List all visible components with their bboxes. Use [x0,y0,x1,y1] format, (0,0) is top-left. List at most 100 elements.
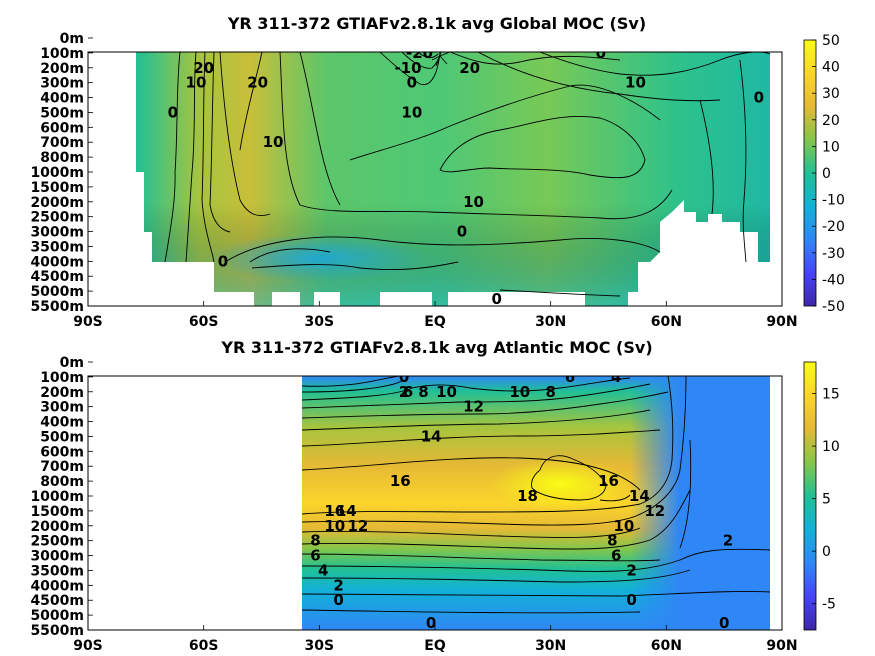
colorbar-tick-label: 50 [822,33,840,49]
global-moc-x-axis: 90S 60S 30S EQ 30N 60N 90N [73,301,798,330]
contour-label: 12 [347,517,368,535]
contour-label: 12 [644,502,665,520]
global-moc-surface-minimum [360,52,490,86]
contour-label: 8 [310,532,320,550]
y-tick-label: 2000m [30,519,84,535]
y-tick-label: 5000m [30,608,84,624]
contour-label: 20 [247,74,268,92]
contour-label: 0 [491,290,501,308]
y-tick-label: 4500m [30,593,84,609]
atlantic-moc-colorbar-bar [803,361,817,631]
x-tick-label: 30N [535,314,566,330]
y-tick-label: 3000m [30,549,84,565]
contour-label: 14 [629,487,650,505]
colorbar-tick-label: 40 [822,60,840,76]
y-tick-label: 300m [40,76,84,92]
contour-label: 20 [193,59,214,77]
colorbar-tick-label: 30 [822,86,840,102]
y-tick-label: 600m [40,444,84,460]
contour-label: 10 [401,103,422,121]
y-tick-label: 3500m [30,239,84,255]
x-tick-label: 60S [189,638,219,654]
contour-label: 18 [517,487,538,505]
atlantic-moc-colorbar-ticks: 15 10 5 0 -5 [812,387,840,613]
contour-label: 0 [626,591,636,609]
y-tick-label: 800m [40,474,84,490]
x-tick-label: 90N [766,314,797,330]
y-tick-label: 0m [60,355,84,371]
contour-label: 0 [399,368,409,386]
x-tick-label: 30S [305,314,335,330]
contour-label: 10 [509,383,530,401]
contour-label: 2 [399,383,409,401]
atlantic-moc-panel: YR 311-372 GTIAFv2.8.1k avg Atlantic MOC… [30,338,839,654]
y-tick-label: 3500m [30,563,84,579]
contour-label: 0 [754,89,764,107]
y-tick-label: 500m [40,429,84,445]
y-tick-label: 4000m [30,254,84,270]
contour-label: 0 [333,591,343,609]
contour-label: 4 [611,368,621,386]
global-moc-deep-cell [210,234,430,282]
global-moc-contours [164,52,771,297]
contour-label: 10 [263,133,284,151]
colorbar-tick-label: -30 [822,246,845,262]
x-tick-label: 60N [651,638,682,654]
y-tick-label: 1000m [30,489,84,505]
contour-label: 6 [611,547,621,565]
global-moc-panel: YR 311-372 GTIAFv2.8.1k avg Global MOC (… [30,14,844,330]
contour-label: 10 [463,193,484,211]
atlantic-moc-contours [301,376,771,614]
x-tick-label: 90S [73,314,103,330]
contour-label: 4 [318,561,328,579]
y-tick-label: 5500m [30,299,84,315]
contour-label: 2 [723,532,733,550]
atlantic-moc-contour-labels: 026 8 10 10 86 412141618161412108621614121086… [310,368,733,632]
contour-label: 10 [186,74,207,92]
y-tick-label: 1000m [30,165,84,181]
contour-label: 16 [390,472,411,490]
atlantic-moc-colorbar: 15 10 5 0 -5 [803,361,840,631]
colorbar-tick-label: -10 [822,193,845,209]
y-tick-label: 2500m [30,534,84,550]
y-tick-label: 700m [40,135,84,151]
colorbar-tick-label: 20 [822,113,840,129]
x-tick-label: EQ [424,314,446,330]
contour-label: 10 [625,74,646,92]
contour-label: 0 [426,614,436,632]
y-tick-label: 0m [60,31,84,47]
y-tick-label: 700m [40,459,84,475]
y-tick-label: 100m [40,46,84,62]
y-tick-label: 600m [40,120,84,136]
colorbar-tick-label: -50 [822,299,845,315]
y-tick-label: 200m [40,385,84,401]
y-tick-label: 5500m [30,623,84,639]
colorbar-tick-label: -20 [822,219,845,235]
y-tick-label: 2500m [30,210,84,226]
contour-label: 6 [310,547,320,565]
y-tick-label: 800m [40,150,84,166]
contour-label: 0 [218,252,228,270]
y-tick-label: 300m [40,400,84,416]
contour-label: 16 [598,472,619,490]
y-tick-label: 4000m [30,578,84,594]
y-tick-label: 3000m [30,225,84,241]
contour-label: 12 [463,398,484,416]
contour-label: 14 [336,502,357,520]
x-tick-label: 60S [189,314,219,330]
y-tick-label: 1500m [30,180,84,196]
y-tick-label: 400m [40,415,84,431]
atlantic-moc-north-field [630,376,770,630]
contour-label: 0 [168,103,178,121]
y-tick-label: 100m [40,370,84,386]
contour-label: 6 [403,383,413,401]
contour-label: 20 [459,59,480,77]
colorbar-tick-label: 0 [822,544,831,560]
colorbar-tick-label: 5 [822,492,831,508]
y-tick-label: 5000m [30,284,84,300]
contour-label: 10 [613,517,634,535]
contour-label: 16 [324,502,345,520]
atlantic-moc-heatmap: 026 8 10 10 86 412141618161412108621614121086… [301,368,771,632]
